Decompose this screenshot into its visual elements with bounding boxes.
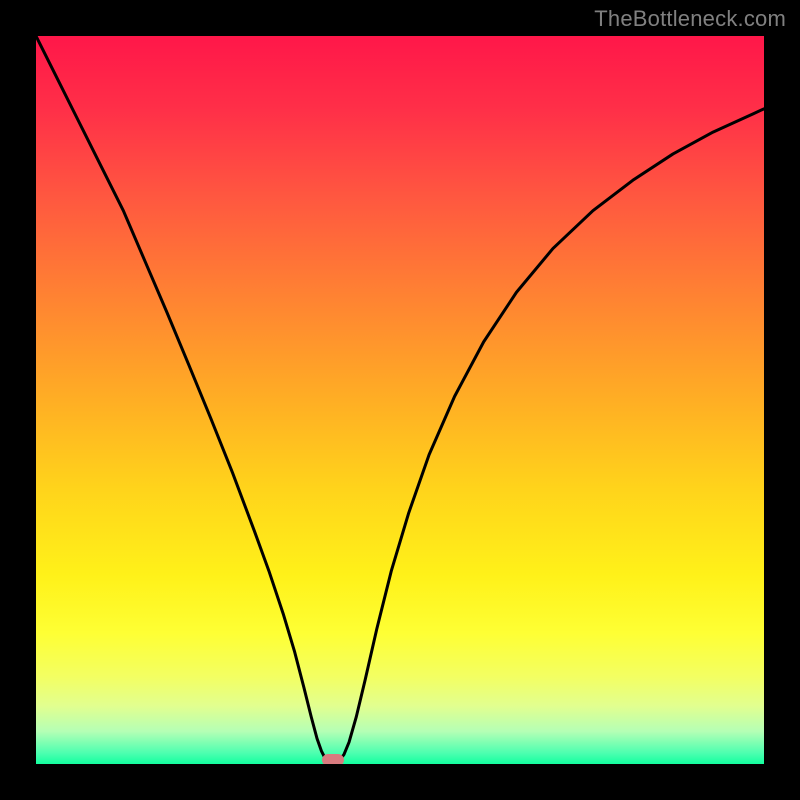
watermark-text: TheBottleneck.com	[594, 6, 786, 32]
curve-svg	[36, 36, 764, 764]
chart-plot-area	[36, 36, 764, 764]
optimal-point-marker	[322, 754, 344, 764]
bottleneck-curve	[36, 36, 764, 763]
